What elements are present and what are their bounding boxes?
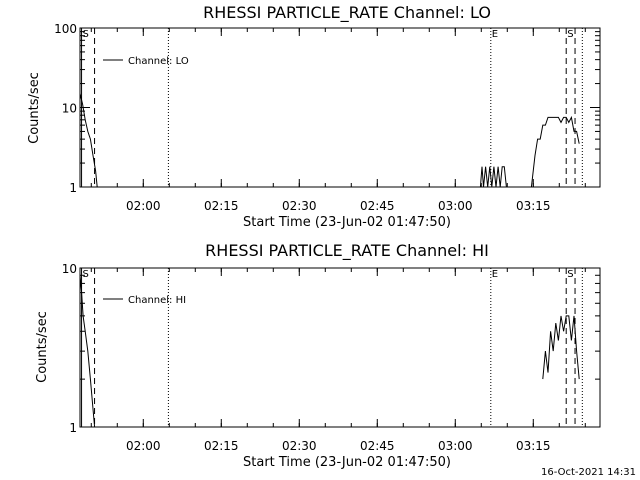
x-tick-label: 02:15 [204, 439, 239, 453]
x-tick-label: 03:00 [438, 439, 473, 453]
y-tick-label: 1 [69, 181, 77, 195]
x-tick-label: 02:00 [126, 439, 161, 453]
series-line [80, 93, 98, 187]
y-axis-label: Counts/sec [35, 311, 50, 383]
plot-area: 1 10 02:00 02:15 02:30 02:45 03:00 03:15 S E S Chan… [62, 262, 601, 453]
series-line [479, 166, 507, 187]
y-tick-label: 10 [62, 262, 77, 276]
x-tick-label: 02:30 [282, 439, 317, 453]
x-tick-label: 02:45 [360, 199, 395, 213]
legend-label: Channel: LO [128, 56, 189, 67]
event-marker-label: S [83, 29, 89, 40]
chart-panel-hi: RHESSI PARTICLE_RATE Channel: HI Counts/… [35, 241, 601, 470]
chart-title: RHESSI PARTICLE_RATE Channel: HI [205, 241, 489, 261]
legend-label: Channel: HI [128, 295, 186, 306]
series-line [530, 115, 580, 187]
plot-frame [79, 267, 601, 428]
x-tick-label: 03:00 [438, 199, 473, 213]
x-tick-label: 02:30 [282, 199, 317, 213]
y-tick-label: 100 [54, 22, 77, 36]
event-marker-label: S [567, 29, 573, 40]
y-tick-label: 10 [62, 102, 77, 116]
chart-panel-lo: RHESSI PARTICLE_RATE Channel: LO Counts/… [27, 3, 601, 230]
y-tick-label: 1 [69, 421, 77, 435]
series-line [542, 315, 580, 380]
event-marker-label: E [492, 29, 498, 40]
x-tick-label: 02:45 [360, 439, 395, 453]
event-marker-label: S [567, 269, 573, 280]
series-line [80, 275, 96, 427]
event-marker-label: S [83, 269, 89, 280]
plot-area: 1 10 100 02:00 02:15 02:30 02:45 03:00 03:15 S E S C… [54, 22, 601, 213]
x-tick-label: 03:15 [516, 439, 551, 453]
x-axis-label: Start Time (23-Jun-02 01:47:50) [243, 215, 451, 230]
x-axis-label: Start Time (23-Jun-02 01:47:50) [243, 455, 451, 470]
y-axis-label: Counts/sec [27, 72, 42, 144]
x-tick-label: 03:15 [516, 199, 551, 213]
x-tick-label: 02:00 [126, 199, 161, 213]
generation-timestamp: 16-Oct-2021 14:31 [541, 467, 636, 478]
event-marker-label: E [492, 269, 498, 280]
chart-title: RHESSI PARTICLE_RATE Channel: LO [203, 3, 491, 23]
x-tick-label: 02:15 [204, 199, 239, 213]
